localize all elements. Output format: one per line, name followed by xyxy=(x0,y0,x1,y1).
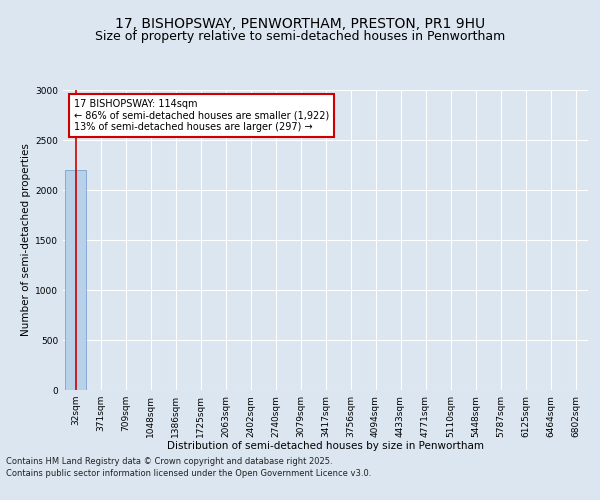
X-axis label: Distribution of semi-detached houses by size in Penwortham: Distribution of semi-detached houses by … xyxy=(167,441,484,451)
Text: 17, BISHOPSWAY, PENWORTHAM, PRESTON, PR1 9HU: 17, BISHOPSWAY, PENWORTHAM, PRESTON, PR1… xyxy=(115,18,485,32)
Text: Contains public sector information licensed under the Open Government Licence v3: Contains public sector information licen… xyxy=(6,469,371,478)
Text: Contains HM Land Registry data © Crown copyright and database right 2025.: Contains HM Land Registry data © Crown c… xyxy=(6,458,332,466)
Y-axis label: Number of semi-detached properties: Number of semi-detached properties xyxy=(21,144,31,336)
Bar xyxy=(65,170,86,390)
Text: Size of property relative to semi-detached houses in Penwortham: Size of property relative to semi-detach… xyxy=(95,30,505,43)
Text: 17 BISHOPSWAY: 114sqm
← 86% of semi-detached houses are smaller (1,922)
13% of s: 17 BISHOPSWAY: 114sqm ← 86% of semi-deta… xyxy=(74,99,329,132)
